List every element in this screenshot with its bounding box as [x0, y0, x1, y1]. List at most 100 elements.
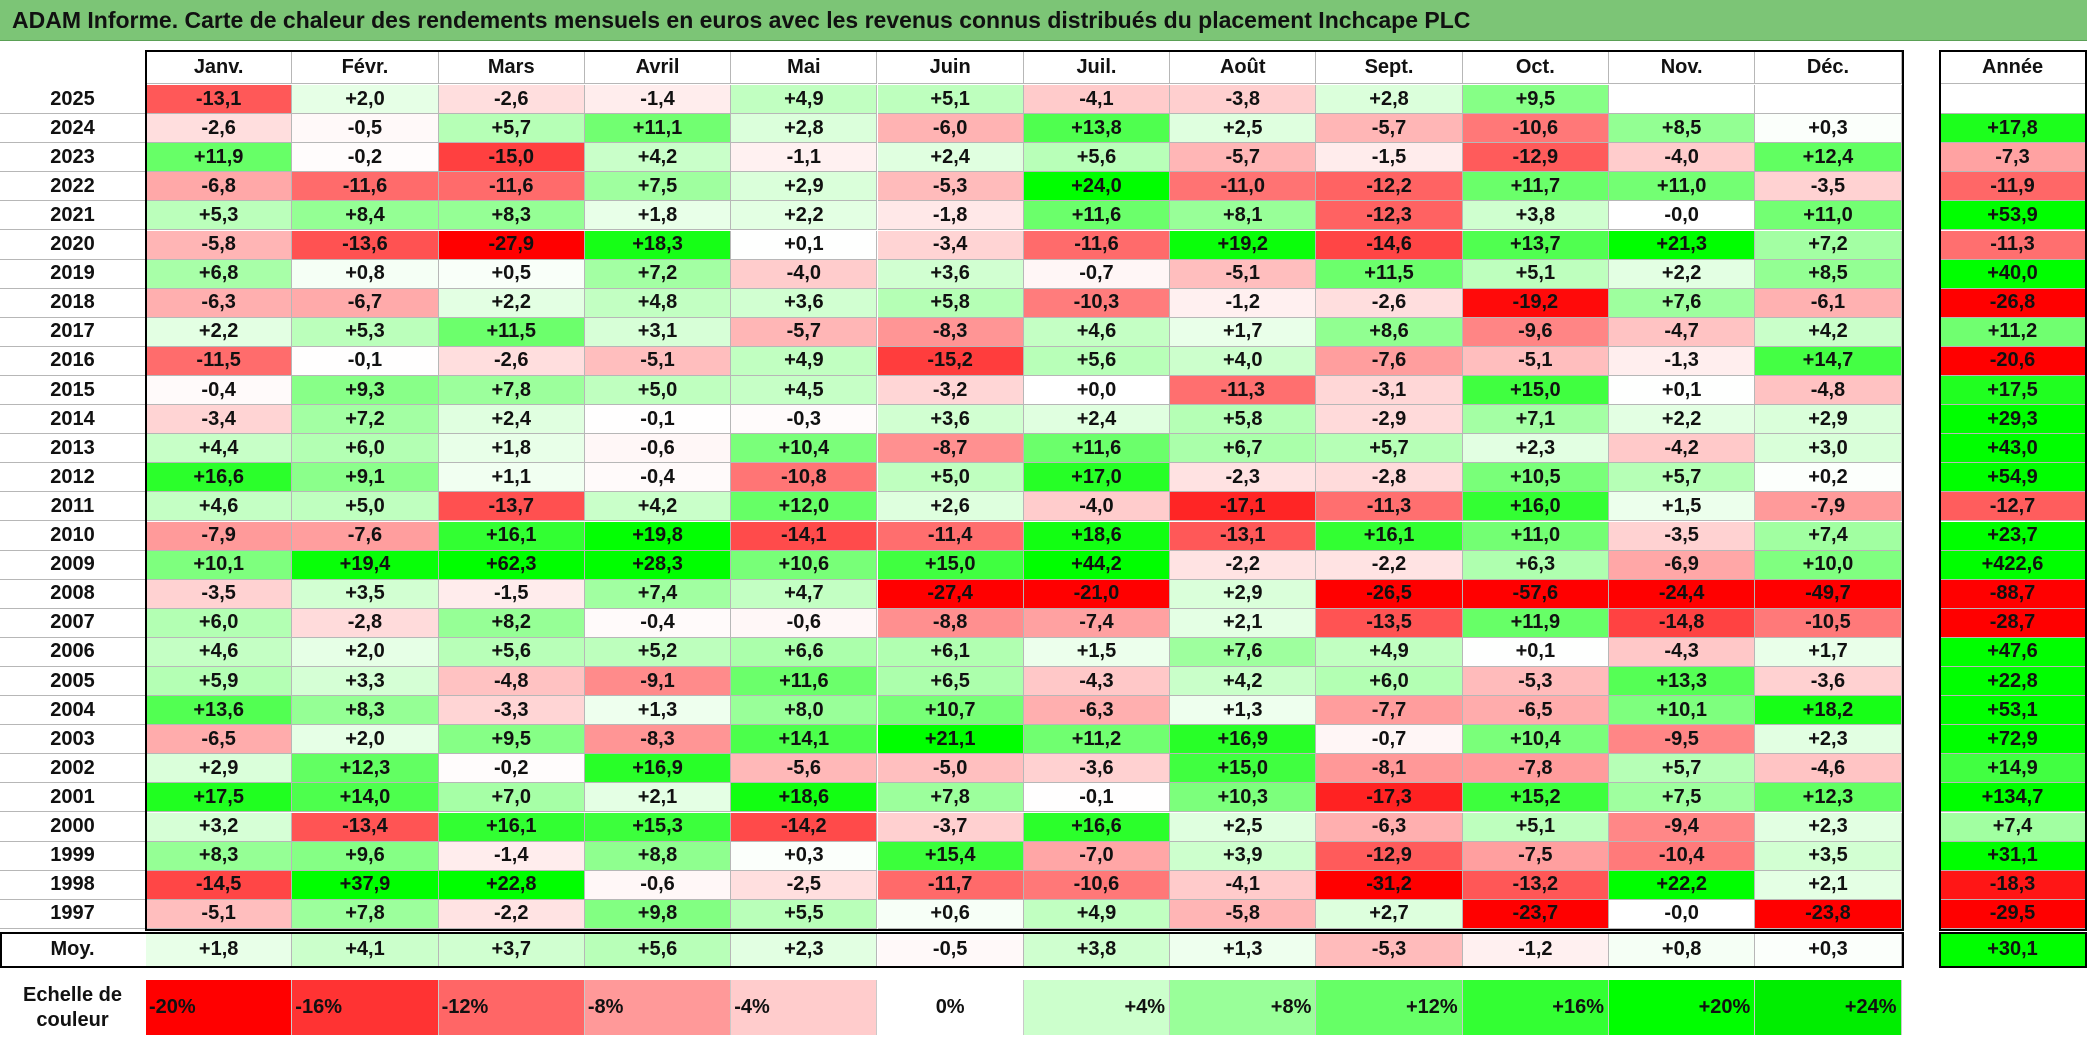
heatmap-cell: +8,0: [731, 696, 878, 726]
heatmap-cell: -1,2: [1170, 288, 1317, 318]
heatmap-cell: +5,0: [584, 376, 732, 406]
heatmap-cell: +3,5: [292, 579, 439, 609]
average-cell: +0,8: [1609, 932, 1756, 967]
heatmap-cell: +8,8: [584, 841, 732, 871]
heatmap-cell: -5,3: [1462, 667, 1609, 697]
heatmap-cell: +2,4: [877, 143, 1024, 173]
heatmap-cell: -5,7: [1316, 114, 1463, 144]
heatmap-cell: +12,4: [1755, 143, 1902, 173]
heatmap-cell: +7,2: [292, 405, 439, 435]
heatmap-cell: +5,6: [1023, 143, 1171, 173]
heatmap-cell: -31,2: [1316, 870, 1463, 900]
month-header: Août: [1170, 52, 1317, 84]
heatmap-cell: +16,9: [584, 754, 732, 784]
heatmap-cell: +62,3: [438, 550, 585, 580]
heatmap-cell: -1,8: [877, 201, 1024, 231]
heatmap-cell: -24,4: [1609, 579, 1756, 609]
heatmap-cell: +2,6: [877, 492, 1024, 522]
heatmap-cell: -0,6: [584, 870, 732, 900]
heatmap-cell: -6,7: [292, 288, 439, 318]
heatmap-cell: -14,2: [731, 812, 878, 842]
heatmap-cell: +21,1: [877, 725, 1024, 755]
color-scale-step: -16%: [292, 980, 439, 1035]
annual-cell: +47,6: [1940, 637, 2086, 667]
annual-cell: -11,9: [1940, 172, 2086, 202]
heatmap-cell: [1755, 85, 1902, 115]
heatmap-cell: +11,0: [1609, 172, 1756, 202]
average-cell: +4,1: [292, 932, 439, 967]
heatmap-cell: +10,1: [1609, 696, 1756, 726]
annual-cell: +53,9: [1940, 201, 2086, 231]
heatmap-cell: +9,8: [584, 899, 732, 929]
heatmap-cell: +18,6: [1023, 521, 1171, 551]
annual-cell: -88,7: [1940, 579, 2086, 609]
heatmap-cell: -3,2: [877, 376, 1024, 406]
month-header: Sept.: [1316, 52, 1463, 84]
color-scale-step: +16%: [1462, 980, 1609, 1035]
average-cell: +2,3: [731, 932, 878, 967]
heatmap-cell: -11,6: [1023, 230, 1171, 260]
heatmap-cell: -3,7: [877, 812, 1024, 842]
heatmap-cell: -17,3: [1316, 783, 1463, 813]
heatmap-cell: -12,9: [1462, 143, 1609, 173]
heatmap-cell: -13,1: [1170, 521, 1317, 551]
average-cell: +0,3: [1755, 932, 1902, 967]
annual-cell: +53,1: [1940, 696, 2086, 726]
heatmap-cell: +5,7: [1609, 754, 1756, 784]
heatmap-cell: -5,0: [877, 754, 1024, 784]
heatmap-cell: -3,5: [1609, 521, 1756, 551]
heatmap-cell: -4,6: [1755, 754, 1902, 784]
heatmap-cell: -5,1: [146, 899, 293, 929]
heatmap-cell: +0,2: [1755, 463, 1902, 493]
year-label: 1999: [0, 841, 145, 871]
heatmap-cell: +10,6: [731, 550, 878, 580]
heatmap-cell: +2,0: [292, 85, 439, 115]
heatmap-cell: -4,3: [1609, 637, 1756, 667]
annual-cell: -11,3: [1940, 230, 2086, 260]
heatmap-cell: -14,5: [146, 870, 293, 900]
heatmap-cell: -6,9: [1609, 550, 1756, 580]
year-label: 2016: [0, 346, 145, 376]
year-label: 2022: [0, 172, 145, 202]
heatmap-cell: -2,5: [731, 870, 878, 900]
annual-cell: +134,7: [1940, 783, 2086, 813]
heatmap-cell: -17,1: [1170, 492, 1317, 522]
heatmap-cell: +8,2: [438, 608, 585, 638]
heatmap-cell: -0,3: [731, 405, 878, 435]
heatmap-cell: -3,4: [146, 405, 293, 435]
heatmap-cell: -2,6: [1316, 288, 1463, 318]
heatmap-cell: -6,0: [877, 114, 1024, 144]
color-scale-step: -4%: [731, 980, 878, 1035]
heatmap-cell: +19,8: [584, 521, 732, 551]
year-label: 2013: [0, 434, 145, 464]
heatmap-cell: +16,9: [1170, 725, 1317, 755]
heatmap-cell: +5,6: [438, 637, 585, 667]
year-label: 1998: [0, 870, 145, 900]
heatmap-cell: -23,7: [1462, 899, 1609, 929]
heatmap-cell: +2,0: [292, 637, 439, 667]
heatmap-cell: -8,3: [584, 725, 732, 755]
heatmap-cell: +2,3: [1755, 725, 1902, 755]
heatmap-cell: +0,1: [1462, 637, 1609, 667]
heatmap-cell: +6,0: [1316, 667, 1463, 697]
month-header: Oct.: [1462, 52, 1609, 84]
heatmap-cell: +11,5: [1316, 259, 1463, 289]
heatmap-cell: -5,6: [731, 754, 878, 784]
heatmap-cell: -0,6: [584, 434, 732, 464]
heatmap-cell: +11,5: [438, 317, 585, 347]
heatmap-cell: +14,0: [292, 783, 439, 813]
heatmap-cell: +5,7: [1609, 463, 1756, 493]
heatmap-cell: -13,2: [1462, 870, 1609, 900]
heatmap-cell: -6,8: [146, 172, 293, 202]
heatmap-cell: +7,5: [1609, 783, 1756, 813]
heatmap-cell: +8,3: [292, 696, 439, 726]
heatmap-cell: -12,3: [1316, 201, 1463, 231]
month-header: Nov.: [1609, 52, 1756, 84]
year-label: 2019: [0, 259, 145, 289]
average-cell: -5,3: [1316, 932, 1463, 967]
heatmap-cell: +5,2: [584, 637, 732, 667]
heatmap-cell: -6,3: [1023, 696, 1171, 726]
heatmap-cell: -0,4: [584, 463, 732, 493]
heatmap-cell: -8,3: [877, 317, 1024, 347]
